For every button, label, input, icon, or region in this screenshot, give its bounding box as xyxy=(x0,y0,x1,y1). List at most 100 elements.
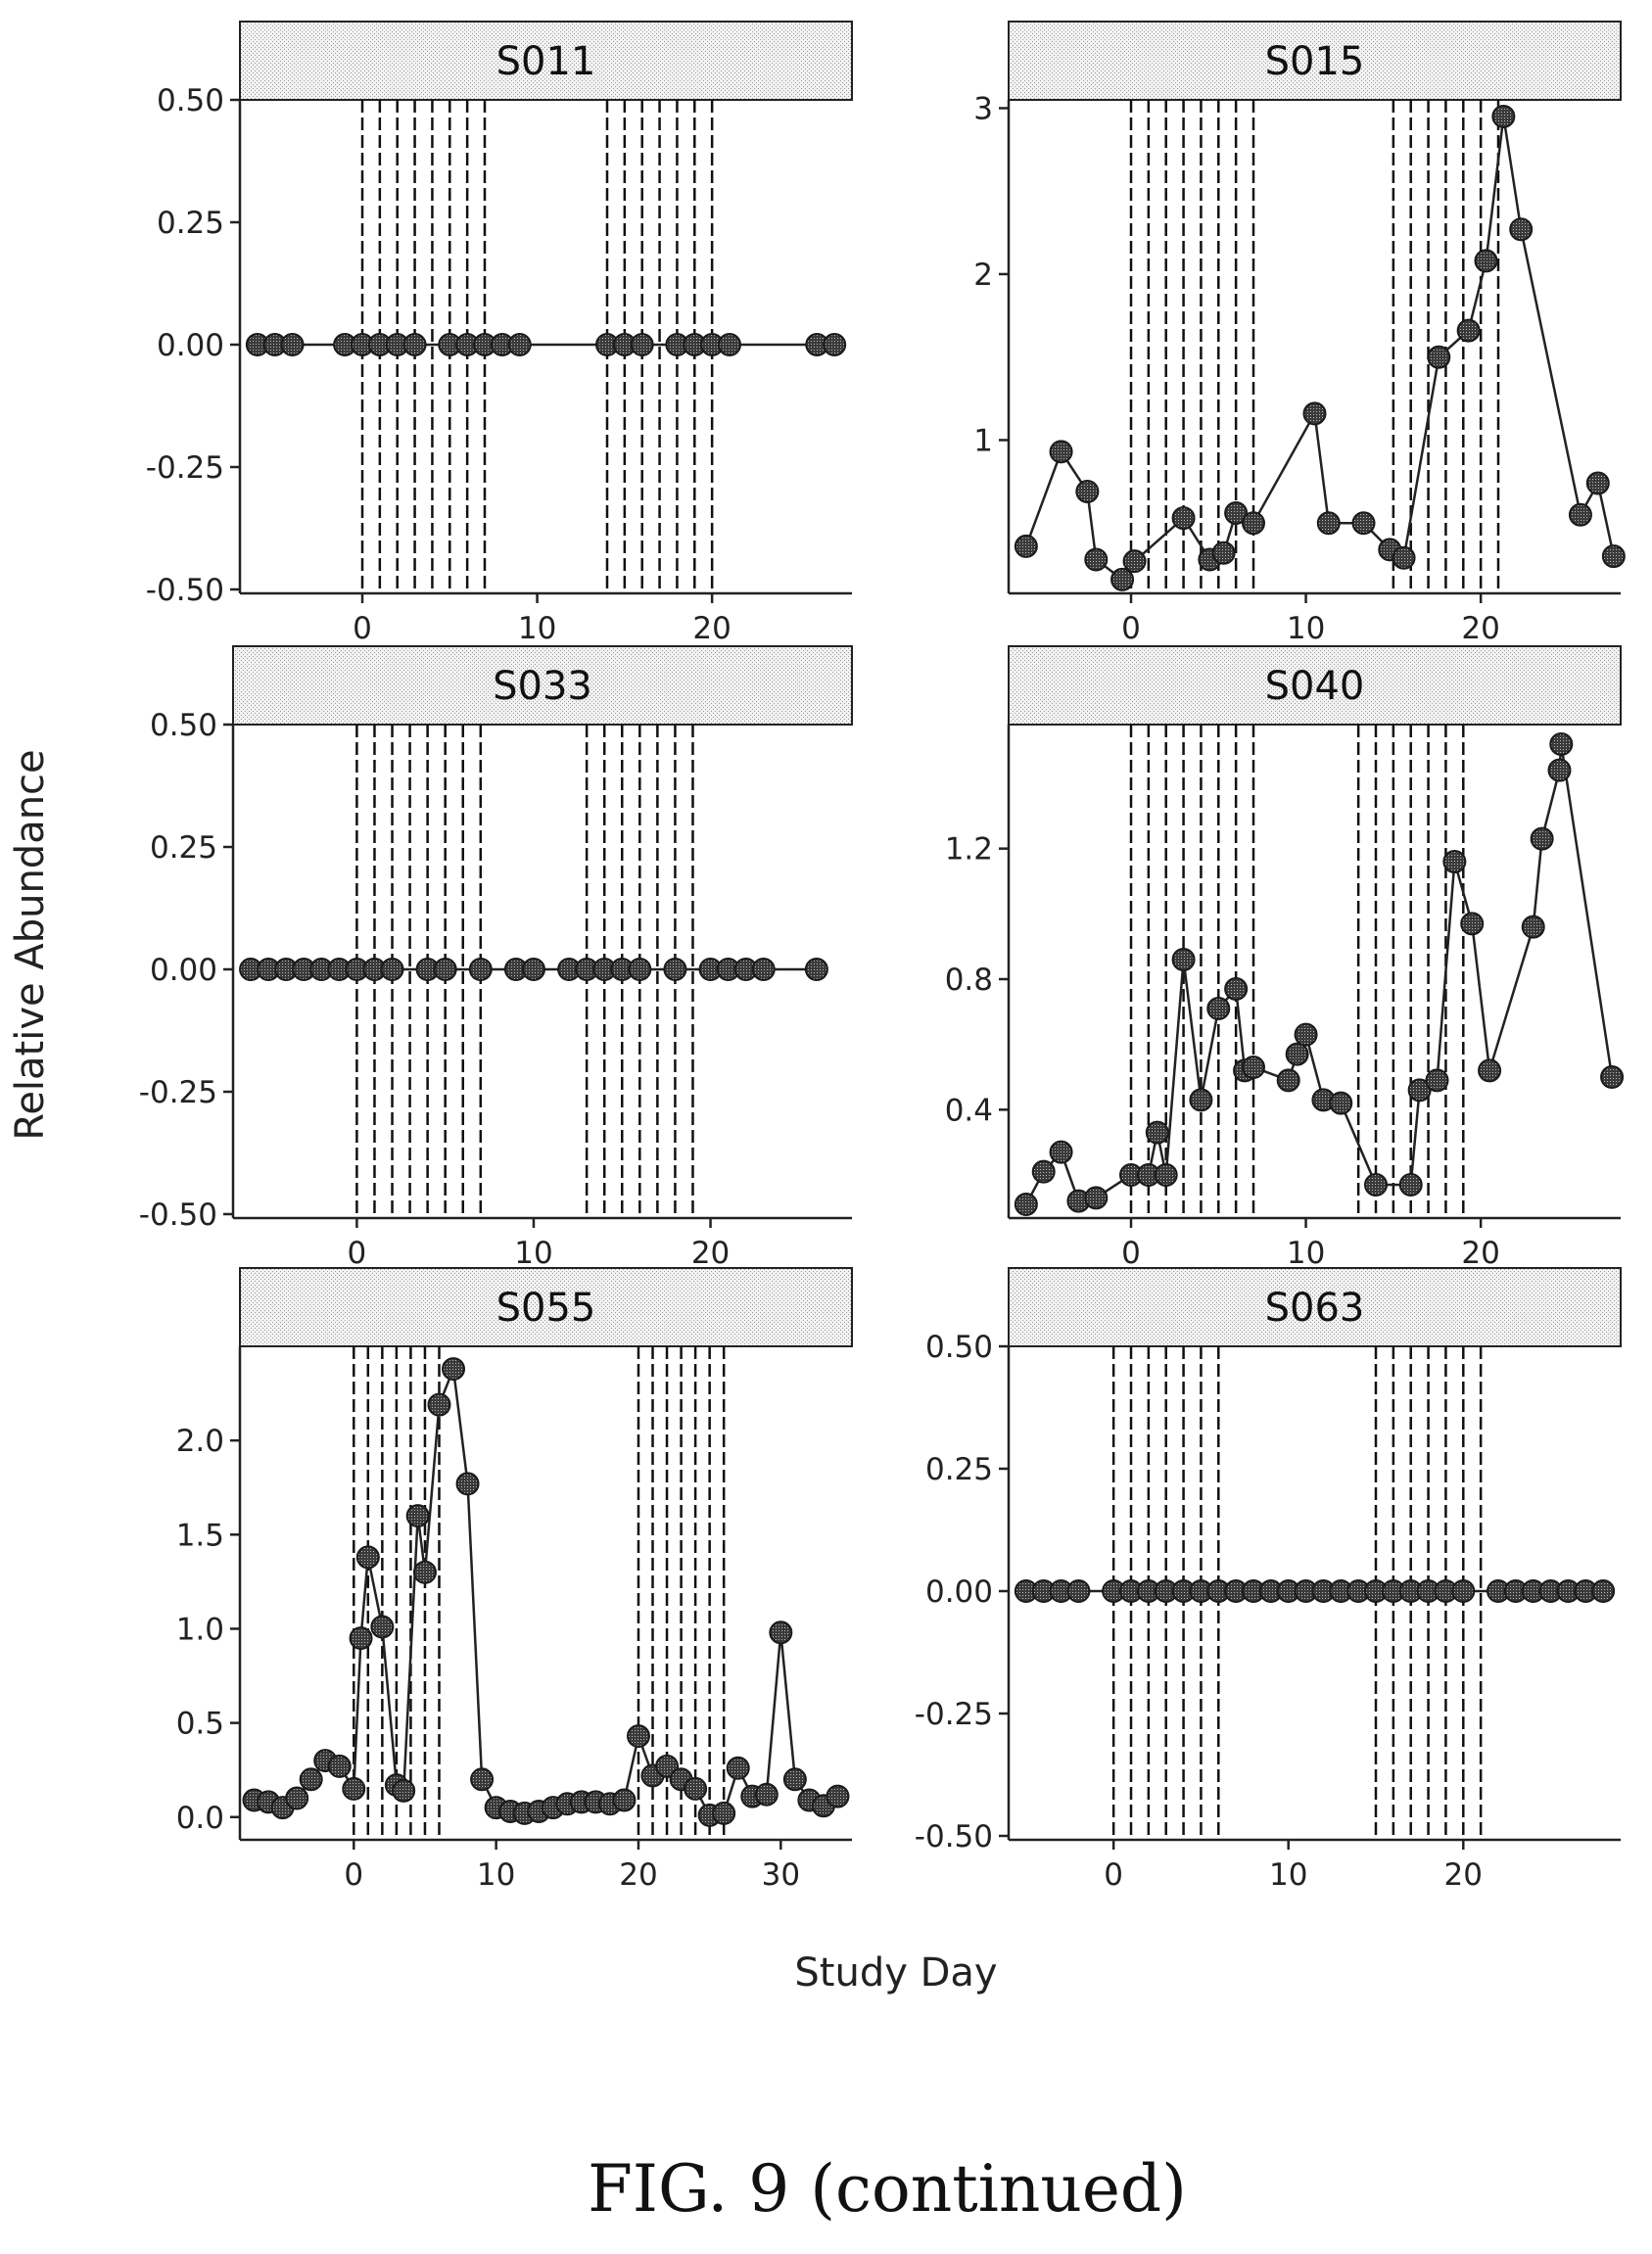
x-tick-label: 0 xyxy=(1121,611,1141,646)
data-point xyxy=(1110,567,1135,591)
data-point xyxy=(1285,1042,1309,1066)
figure-caption: FIG. 9 (continued) xyxy=(588,2151,1187,2227)
data-point xyxy=(468,958,493,981)
data-point xyxy=(1329,1091,1353,1115)
dose-lines xyxy=(1111,1346,1483,1836)
data-point xyxy=(1442,850,1467,873)
dose-lines xyxy=(353,1346,726,1836)
x-tick-label: 0 xyxy=(1104,1857,1123,1893)
data-points xyxy=(1014,732,1625,1216)
data-point xyxy=(427,1392,451,1417)
data-point xyxy=(1316,511,1341,536)
data-points xyxy=(245,333,847,356)
data-point xyxy=(1014,1193,1038,1216)
data-point xyxy=(433,958,457,981)
y-tick-label: 2.0 xyxy=(176,1424,224,1459)
panel-s015: S015 1 2 3 0 10 20 xyxy=(973,21,1626,646)
strip-header xyxy=(1008,645,1622,726)
x-axis-title: Study Day xyxy=(794,1950,997,1996)
data-point xyxy=(1049,440,1073,464)
data-point xyxy=(285,1786,309,1810)
panel-s033: S033 -0.50 -0.25 0.00 0.25 0.50 0 10 20 xyxy=(139,645,853,1271)
x-tick-label: 0 xyxy=(1121,1236,1141,1271)
y-tick-label: 0.25 xyxy=(157,206,224,241)
series-line xyxy=(1024,743,1614,1205)
x-tick-label: 0 xyxy=(344,1857,363,1893)
data-point xyxy=(1427,345,1451,369)
data-point xyxy=(754,1782,779,1807)
panel-title: S063 xyxy=(1265,1286,1365,1331)
y-tick-label: -0.50 xyxy=(146,573,224,608)
data-point xyxy=(1122,549,1147,574)
panel-s011: S011 -0.50 -0.25 0.00 0.25 0.50 0 10 20 xyxy=(146,21,853,646)
data-point xyxy=(1302,401,1327,426)
y-tick-label: 0.4 xyxy=(945,1093,993,1128)
data-point xyxy=(1478,1058,1502,1083)
x-tick-label: 0 xyxy=(353,611,372,646)
data-point xyxy=(380,958,404,981)
y-tick-label: 2 xyxy=(973,258,993,293)
data-point xyxy=(628,958,652,981)
data-point xyxy=(782,1767,807,1792)
data-point xyxy=(1351,511,1376,536)
x-tick-label: 0 xyxy=(348,1236,367,1271)
data-point xyxy=(1425,1068,1449,1093)
data-point xyxy=(412,1560,437,1584)
x-tick-label: 20 xyxy=(691,1236,730,1271)
dose-lines xyxy=(355,725,694,1214)
data-point xyxy=(1549,732,1574,756)
data-point xyxy=(402,333,427,356)
x-tick-label: 10 xyxy=(477,1857,515,1893)
data-point xyxy=(1456,318,1481,343)
data-point xyxy=(1460,912,1485,936)
data-points xyxy=(1014,1579,1616,1603)
panel-s063: S063 -0.50 -0.25 0.00 0.25 0.50 0 10 20 xyxy=(915,1267,1622,1893)
data-point xyxy=(1189,1088,1213,1112)
data-point xyxy=(507,333,532,356)
data-point xyxy=(1066,1579,1091,1603)
y-tick-label: 1.2 xyxy=(945,832,993,868)
y-tick-label: -0.25 xyxy=(146,450,224,486)
data-point xyxy=(521,958,545,981)
data-point xyxy=(405,1504,430,1528)
data-points xyxy=(1014,104,1626,591)
data-point xyxy=(1242,1056,1265,1079)
data-point xyxy=(370,1615,395,1639)
panel-title: S033 xyxy=(493,664,592,709)
y-tick-label: 1 xyxy=(973,423,993,458)
data-point xyxy=(1075,480,1100,503)
data-point xyxy=(342,1776,366,1801)
data-point xyxy=(1211,540,1236,565)
x-tick-label: 30 xyxy=(762,1857,800,1893)
panel-title: S011 xyxy=(496,39,596,84)
data-point xyxy=(751,958,776,981)
data-point xyxy=(612,1788,637,1812)
data-point xyxy=(1364,1173,1388,1197)
data-point xyxy=(280,333,305,356)
y-tick-label: 0.50 xyxy=(157,83,224,118)
data-point xyxy=(718,333,741,356)
data-point xyxy=(1568,502,1592,527)
x-tick-label: 20 xyxy=(1461,1236,1499,1271)
data-point xyxy=(663,958,687,981)
data-point xyxy=(1398,1173,1423,1197)
data-point xyxy=(470,1767,495,1792)
data-point xyxy=(1154,1163,1178,1187)
data-point xyxy=(1392,545,1416,570)
x-tick-label: 20 xyxy=(692,611,731,646)
data-point xyxy=(1294,1022,1318,1047)
y-tick-label: 1.0 xyxy=(176,1612,224,1647)
data-point xyxy=(769,1620,793,1645)
panel-s040: S040 0.4 0.8 1.2 0 10 20 xyxy=(945,645,1625,1271)
y-tick-label: -0.50 xyxy=(915,1819,993,1855)
y-tick-label: 0.5 xyxy=(176,1707,224,1742)
y-tick-label: 0.00 xyxy=(925,1574,993,1610)
dose-lines xyxy=(360,100,714,589)
data-point xyxy=(349,1626,373,1651)
y-tick-label: 0.8 xyxy=(945,963,993,998)
data-point xyxy=(442,1357,466,1382)
data-point xyxy=(684,1776,708,1801)
data-point xyxy=(1206,997,1231,1020)
data-point xyxy=(1145,1120,1169,1145)
